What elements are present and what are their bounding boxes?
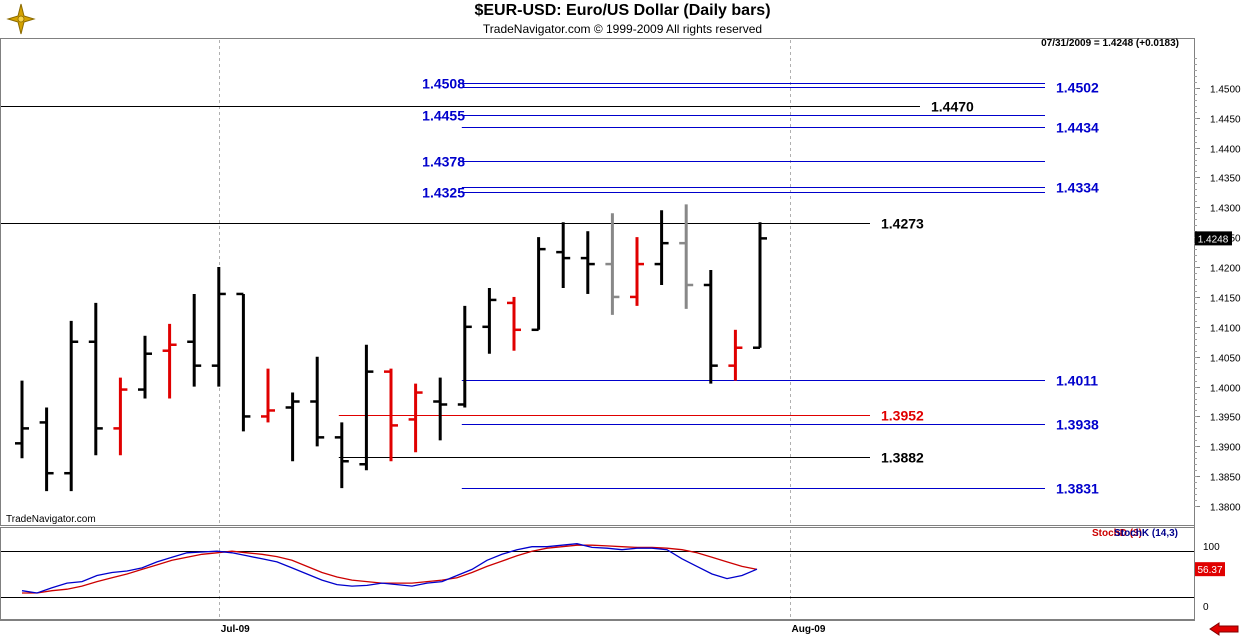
ohlc-bar-15 [384, 368, 398, 462]
chart-title: $EUR-USD: Euro/US Dollar (Daily bars) [474, 2, 771, 19]
ohlc-bar-14 [359, 344, 374, 471]
level-label-13: 1.3831 [1056, 481, 1099, 497]
stoch-last-label: 56.37 [1197, 565, 1222, 576]
level-label-9: 1.4011 [1056, 373, 1098, 389]
legend-stoch-d: StochD (3) [1092, 528, 1142, 539]
ohlc-bar-1 [39, 407, 54, 492]
ohlc-bar-30 [753, 222, 767, 349]
ohlc-bar-7 [187, 293, 202, 387]
price-tick-7: 1.4150 [1210, 294, 1241, 305]
stoch-tick-1: 0 [1203, 602, 1209, 613]
level-label-8: 1.4273 [881, 216, 924, 232]
date-axis-strip [0, 620, 1195, 640]
level-label-7: 1.4325 [422, 185, 465, 201]
trade-navigator-logo-icon [6, 3, 36, 35]
ohlc-bar-4 [113, 377, 128, 456]
ohlc-bar-20 [507, 296, 521, 351]
ohlc-bar-13 [334, 422, 349, 489]
level-label-3: 1.4455 [422, 108, 465, 124]
price-panel-frame [0, 38, 1195, 526]
chart-subtitle: TradeNavigator.com © 1999-2009 All right… [482, 22, 763, 36]
ohlc-bar-25 [630, 237, 644, 306]
stochastic-panel: 100 0 56.37 [1, 542, 1225, 613]
level-label-2: 1.4470 [931, 99, 974, 115]
ohlc-bar-11 [285, 392, 300, 462]
ohlc-bar-27 [679, 204, 694, 309]
ohlc-bar-17 [433, 377, 448, 441]
stoch-line-0 [22, 544, 758, 594]
last-price-label: 1.4248 [1198, 234, 1229, 245]
ohlc-bar-21 [531, 237, 546, 332]
price-tick-11: 1.3950 [1210, 413, 1241, 424]
ohlc-bar-8 [211, 267, 226, 387]
indicator-panel-frame [0, 527, 1195, 620]
level-label-11: 1.3938 [1056, 417, 1099, 433]
price-tick-9: 1.4050 [1210, 354, 1241, 365]
price-tick-2: 1.4400 [1210, 145, 1241, 156]
price-tick-10: 1.4000 [1210, 384, 1241, 395]
ohlc-bar-28 [703, 270, 718, 384]
date-tick-0: Jul-09 [221, 624, 250, 635]
ohlc-bars [15, 204, 767, 492]
ohlc-bar-2 [64, 320, 79, 492]
price-axis: 1.45001.44501.44001.43501.43001.42501.42… [1194, 58, 1241, 514]
price-tick-6: 1.4200 [1210, 264, 1241, 275]
level-label-0: 1.4508 [422, 76, 465, 92]
price-tick-1: 1.4450 [1210, 115, 1241, 126]
price-tick-0: 1.4500 [1210, 85, 1241, 96]
level-label-6: 1.4334 [1056, 180, 1099, 196]
ohlc-bar-23 [580, 231, 595, 294]
price-tick-4: 1.4300 [1210, 204, 1241, 215]
date-tick-1: Aug-09 [792, 624, 826, 635]
price-tick-12: 1.3900 [1210, 443, 1241, 454]
ohlc-bar-29 [728, 329, 743, 381]
price-tick-14: 1.3800 [1210, 503, 1241, 514]
ohlc-bar-19 [482, 287, 497, 354]
last-price-box [1195, 231, 1232, 246]
stoch-line-1 [21, 543, 758, 594]
price-tick-3: 1.4350 [1210, 174, 1241, 185]
ohlc-bar-9 [236, 292, 251, 432]
ohlc-bar-22 [556, 222, 571, 288]
stoch-tick-0: 100 [1203, 542, 1220, 553]
date-axis: Jul-09 Aug-09 [0, 620, 1195, 635]
scroll-left-arrow-icon[interactable] [1209, 622, 1239, 636]
price-levels: 1.4508 1.4502 1.4470 1.4455 1.4434 1.4378 1.43… [1, 76, 1099, 497]
last-price-info: 07/31/2009 = 1.4248 (+0.0183) [1041, 38, 1179, 49]
ohlc-bar-18 [457, 305, 472, 408]
ohlc-bar-16 [408, 383, 423, 453]
ohlc-bar-0 [15, 380, 29, 459]
ohlc-bar-10 [261, 368, 275, 423]
level-label-1: 1.4502 [1056, 80, 1099, 96]
ohlc-bar-5 [138, 335, 152, 399]
ohlc-bar-26 [654, 210, 669, 285]
price-tick-13: 1.3850 [1210, 473, 1241, 484]
ohlc-bar-24 [605, 213, 620, 315]
ohlc-bar-3 [88, 302, 103, 456]
credit-text: TradeNavigator.com [6, 514, 96, 525]
stoch-last-box [1195, 562, 1225, 577]
legend-stoch-k: StochK (14,3) [1114, 528, 1178, 539]
ohlc-bar-12 [310, 356, 325, 447]
level-label-10: 1.3952 [881, 408, 924, 424]
level-label-5: 1.4378 [422, 154, 465, 170]
level-label-4: 1.4434 [1056, 120, 1099, 136]
price-tick-8: 1.4100 [1210, 324, 1241, 335]
ohlc-bar-6 [162, 323, 177, 399]
level-label-12: 1.3882 [881, 450, 924, 466]
